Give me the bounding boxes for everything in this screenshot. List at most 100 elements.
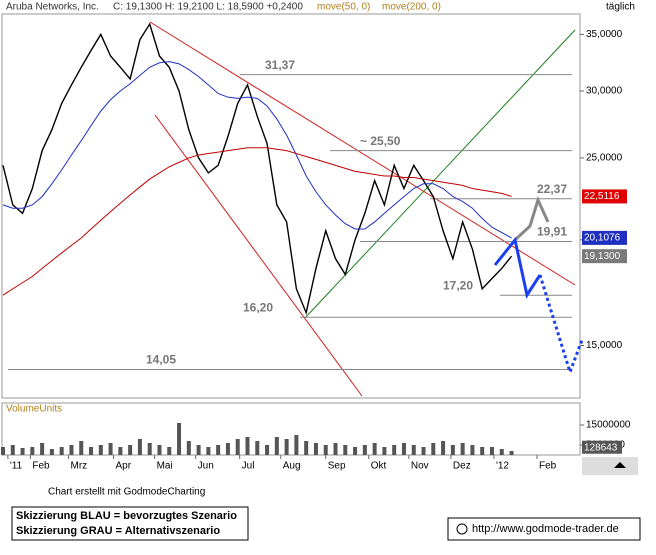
- volume-bar: [1, 447, 5, 455]
- volume-bar: [10, 445, 15, 455]
- corner-box: [582, 457, 638, 475]
- url[interactable]: http://www.godmode-trader.de: [472, 523, 619, 535]
- moving-average: [2, 61, 512, 239]
- trend-line: [154, 114, 363, 397]
- x-tick-label: Apr: [116, 461, 132, 472]
- y-tick-label: 15,0000: [586, 340, 623, 351]
- quote: C: 19,1300 H: 19,2100 L: 18,5900 +0,2400: [113, 2, 303, 13]
- volume-bar: [304, 441, 309, 455]
- trend-line: [304, 29, 576, 319]
- volume-bar: [255, 441, 260, 455]
- volume-bar: [235, 439, 240, 455]
- volume-bar: [89, 447, 94, 455]
- x-tick-label: Jul: [242, 461, 255, 472]
- volume-bar: [284, 439, 289, 455]
- legend-entry: move(50, 0): [317, 2, 370, 13]
- x-tick-label: Feb: [32, 461, 50, 472]
- volume-bar: [274, 437, 279, 455]
- x-tick-label: Nov: [411, 461, 429, 472]
- volume-bar: [343, 445, 348, 455]
- volume-bar: [431, 443, 436, 455]
- volume-box: [582, 440, 622, 454]
- volume-bar: [509, 451, 514, 455]
- volume-bar: [128, 445, 133, 455]
- volume-bar: [167, 447, 172, 455]
- volume-bar: [265, 445, 270, 455]
- level-label: 16,20: [243, 300, 273, 314]
- level-label: 14,05: [146, 353, 176, 367]
- alt-scenario: [513, 195, 550, 242]
- price-box-label: 20,1076: [584, 233, 621, 244]
- price-box-label: 19,1300: [584, 251, 621, 262]
- y-tick-label: 30,0000: [586, 86, 623, 97]
- volume-label: VolumeUnits: [6, 404, 62, 415]
- volume-bar: [294, 435, 299, 455]
- x-tick-label: Feb: [539, 461, 557, 472]
- price-line: [2, 22, 513, 316]
- volume-bar: [323, 445, 328, 455]
- url-box: [447, 517, 641, 541]
- volume-bar: [333, 443, 338, 455]
- period: täglich: [606, 2, 635, 13]
- price-box: [582, 249, 627, 264]
- price-box-label: 22,5116: [584, 191, 620, 202]
- level-label: 19,91: [537, 225, 567, 239]
- volume-bar: [245, 437, 250, 455]
- main-scenario: [493, 236, 542, 299]
- moving-average: [2, 147, 512, 296]
- volume-bar: [392, 445, 397, 455]
- x-tick-label: Aug: [283, 461, 301, 472]
- level-label: 22,37: [537, 182, 567, 196]
- volume-bar: [196, 445, 201, 455]
- x-tick-label: Mai: [157, 461, 173, 472]
- volume-bar: [480, 447, 485, 455]
- volume-bar: [401, 443, 406, 455]
- volume-bar: [59, 447, 64, 455]
- level-label: 17,20: [443, 278, 473, 292]
- volume-bar: [460, 443, 465, 455]
- volume-bar: [118, 447, 123, 455]
- icon: [614, 462, 626, 468]
- level-label: ~ 25,50: [360, 134, 401, 148]
- x-tick-label: Okt: [371, 461, 387, 472]
- price-box: [582, 230, 627, 245]
- volume-bar: [177, 423, 182, 455]
- volume-bar: [225, 443, 230, 455]
- x-tick-label: '11: [10, 461, 23, 472]
- credit: Chart erstellt mit GodmodeCharting: [48, 487, 205, 498]
- volume-bar: [30, 447, 35, 455]
- volume-bar: [108, 443, 113, 455]
- x-tick-label: '12: [496, 461, 509, 472]
- legend-text: Skizzierung BLAU = bevorzugtes Szenario: [16, 510, 237, 522]
- volume-bar: [499, 449, 504, 455]
- chart-title: Aruba Networks, Inc.: [6, 2, 99, 13]
- volume-bar: [382, 447, 387, 455]
- price-panel: [1, 13, 581, 399]
- volume-bar: [372, 443, 377, 455]
- volume-bar: [79, 441, 84, 455]
- x-tick-label: Sep: [328, 461, 346, 472]
- volume-bar: [421, 447, 426, 455]
- volume-bar: [206, 447, 211, 455]
- volume-panel: [1, 402, 581, 456]
- volume-bar: [40, 443, 45, 455]
- volume-bar: [489, 447, 494, 455]
- y-tick-label: 35,0000: [586, 29, 623, 40]
- volume-bar: [216, 445, 221, 455]
- volume-bar: [353, 447, 358, 455]
- volume-bar: [362, 445, 367, 455]
- volume-bar: [441, 441, 446, 455]
- x-tick-label: Mrz: [71, 461, 88, 472]
- price-box: [582, 189, 627, 204]
- volume-bar: [20, 448, 25, 455]
- volume-bar: [69, 445, 74, 455]
- volume-bar: [470, 445, 475, 455]
- volume-bar: [147, 443, 152, 455]
- x-tick-label: Dez: [453, 461, 471, 472]
- volume-tick-label: 15000000: [586, 420, 631, 431]
- volume-bar: [186, 441, 191, 455]
- volume-bar: [49, 449, 54, 455]
- volume-bar: [137, 439, 142, 455]
